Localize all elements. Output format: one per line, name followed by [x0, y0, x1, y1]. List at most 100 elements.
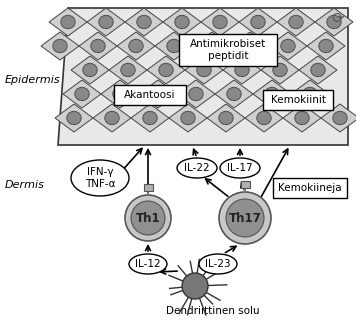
Polygon shape [147, 56, 185, 84]
Ellipse shape [265, 87, 279, 101]
Polygon shape [131, 104, 169, 132]
Text: Antimikrobiset
peptidit: Antimikrobiset peptidit [190, 39, 266, 61]
Ellipse shape [99, 15, 113, 29]
Ellipse shape [177, 158, 217, 178]
Polygon shape [93, 104, 131, 132]
Ellipse shape [105, 111, 119, 125]
Polygon shape [277, 8, 315, 36]
Polygon shape [245, 104, 283, 132]
Ellipse shape [289, 15, 303, 29]
Polygon shape [63, 80, 101, 108]
Ellipse shape [199, 254, 237, 274]
Ellipse shape [71, 160, 129, 196]
Text: Epidermis: Epidermis [5, 75, 61, 85]
Ellipse shape [53, 39, 67, 53]
Polygon shape [117, 32, 155, 60]
Polygon shape [71, 56, 109, 84]
Polygon shape [163, 8, 201, 36]
Polygon shape [223, 56, 261, 84]
Polygon shape [125, 8, 163, 36]
Text: ⟳: ⟳ [332, 11, 344, 25]
FancyBboxPatch shape [273, 178, 347, 198]
Ellipse shape [143, 111, 157, 125]
Ellipse shape [235, 63, 249, 77]
Polygon shape [49, 8, 87, 36]
Ellipse shape [159, 63, 173, 77]
Ellipse shape [311, 63, 325, 77]
Ellipse shape [167, 39, 181, 53]
Text: Dermis: Dermis [5, 180, 45, 190]
FancyBboxPatch shape [114, 85, 186, 105]
Polygon shape [299, 56, 337, 84]
Ellipse shape [61, 15, 75, 29]
Polygon shape [239, 8, 277, 36]
Ellipse shape [197, 63, 211, 77]
Ellipse shape [205, 39, 219, 53]
Polygon shape [55, 104, 93, 132]
Ellipse shape [219, 111, 233, 125]
Text: IL-12: IL-12 [135, 259, 161, 269]
Polygon shape [41, 32, 79, 60]
Ellipse shape [213, 15, 227, 29]
FancyBboxPatch shape [263, 90, 333, 110]
Ellipse shape [181, 111, 195, 125]
Ellipse shape [281, 39, 295, 53]
Polygon shape [201, 8, 239, 36]
Polygon shape [269, 32, 307, 60]
Polygon shape [283, 104, 321, 132]
Ellipse shape [333, 111, 347, 125]
Circle shape [226, 199, 264, 237]
Polygon shape [87, 8, 125, 36]
Polygon shape [261, 56, 299, 84]
Text: IFN-γ
TNF-α: IFN-γ TNF-α [85, 167, 115, 189]
Polygon shape [193, 32, 231, 60]
Polygon shape [315, 8, 353, 36]
FancyBboxPatch shape [179, 34, 277, 66]
Polygon shape [177, 80, 215, 108]
Ellipse shape [327, 15, 341, 29]
Ellipse shape [243, 39, 257, 53]
Polygon shape [215, 80, 253, 108]
Text: Kemokiineja: Kemokiineja [278, 183, 342, 193]
Ellipse shape [151, 87, 165, 101]
Ellipse shape [295, 111, 309, 125]
Ellipse shape [83, 63, 97, 77]
Polygon shape [207, 104, 245, 132]
Text: IL-17: IL-17 [227, 163, 253, 173]
Ellipse shape [91, 39, 105, 53]
Polygon shape [109, 56, 147, 84]
Polygon shape [253, 80, 291, 108]
Text: IL-22: IL-22 [184, 163, 210, 173]
Ellipse shape [189, 87, 203, 101]
Ellipse shape [251, 15, 265, 29]
Circle shape [219, 192, 271, 244]
Ellipse shape [67, 111, 81, 125]
Polygon shape [169, 104, 207, 132]
Text: Kemokiinit: Kemokiinit [271, 95, 325, 105]
Ellipse shape [113, 87, 127, 101]
Text: Dendriittinen solu: Dendriittinen solu [166, 306, 260, 316]
Circle shape [131, 201, 165, 235]
Ellipse shape [319, 39, 333, 53]
Text: Akantoosi: Akantoosi [124, 90, 176, 100]
Polygon shape [58, 8, 348, 145]
Polygon shape [79, 32, 117, 60]
Polygon shape [231, 32, 269, 60]
Ellipse shape [129, 254, 167, 274]
Text: Th17: Th17 [229, 212, 261, 224]
Circle shape [125, 195, 171, 241]
Ellipse shape [273, 63, 287, 77]
Polygon shape [139, 80, 177, 108]
Polygon shape [291, 80, 329, 108]
Polygon shape [185, 56, 223, 84]
Ellipse shape [257, 111, 271, 125]
Ellipse shape [121, 63, 135, 77]
Polygon shape [321, 104, 356, 132]
Text: Th1: Th1 [136, 212, 160, 224]
Polygon shape [101, 80, 139, 108]
Polygon shape [307, 32, 345, 60]
Ellipse shape [75, 87, 89, 101]
Ellipse shape [303, 87, 317, 101]
Polygon shape [155, 32, 193, 60]
Ellipse shape [137, 15, 151, 29]
